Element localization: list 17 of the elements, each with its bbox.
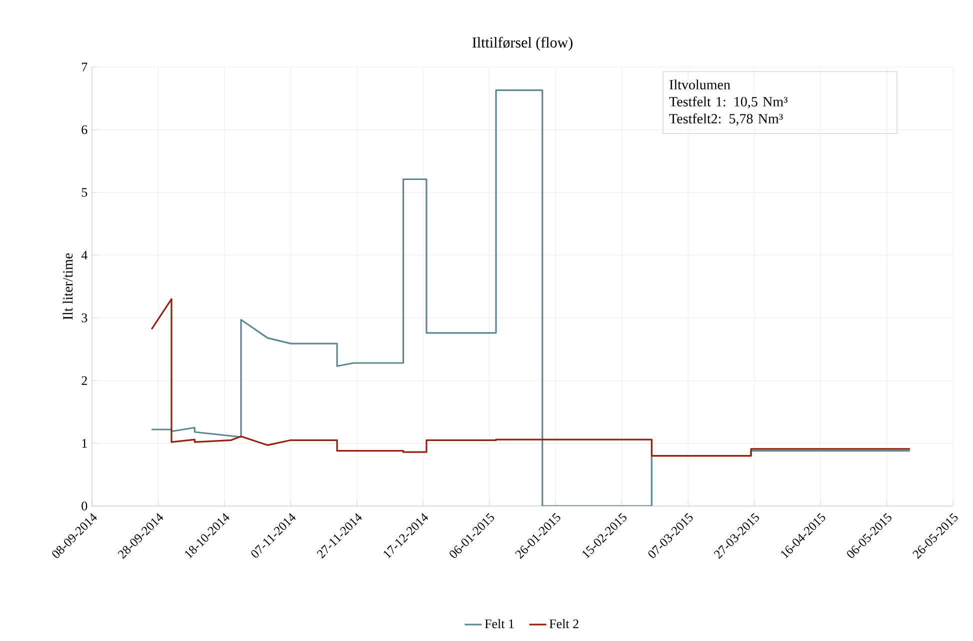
line-series — [150, 298, 911, 457]
y-tick-label: 7 — [82, 62, 88, 72]
y-tick-label: 6 — [82, 125, 88, 134]
y-tick-label: 1 — [82, 439, 87, 448]
line-series — [150, 89, 911, 506]
y-axis-title: Ilt liter/time — [62, 253, 73, 320]
y-tick-label: 4 — [81, 250, 88, 260]
y-tick-label: 3 — [82, 313, 88, 322]
legend-label: Felt 1 — [484, 619, 514, 628]
annotation: Testfelt 1: 10,5 Nm³ — [669, 96, 788, 108]
y-tick-label: 5 — [82, 188, 88, 197]
y-tick-label: 2 — [82, 376, 87, 385]
y-tick-label: 0 — [82, 502, 88, 510]
legend-label: Felt 2 — [549, 619, 578, 628]
chart-title: Ilttilførsel (flow) — [472, 36, 572, 51]
annotation: Iltvolumen — [670, 80, 730, 90]
annotation: Testfelt2: 5,78 Nm³ — [669, 113, 783, 126]
